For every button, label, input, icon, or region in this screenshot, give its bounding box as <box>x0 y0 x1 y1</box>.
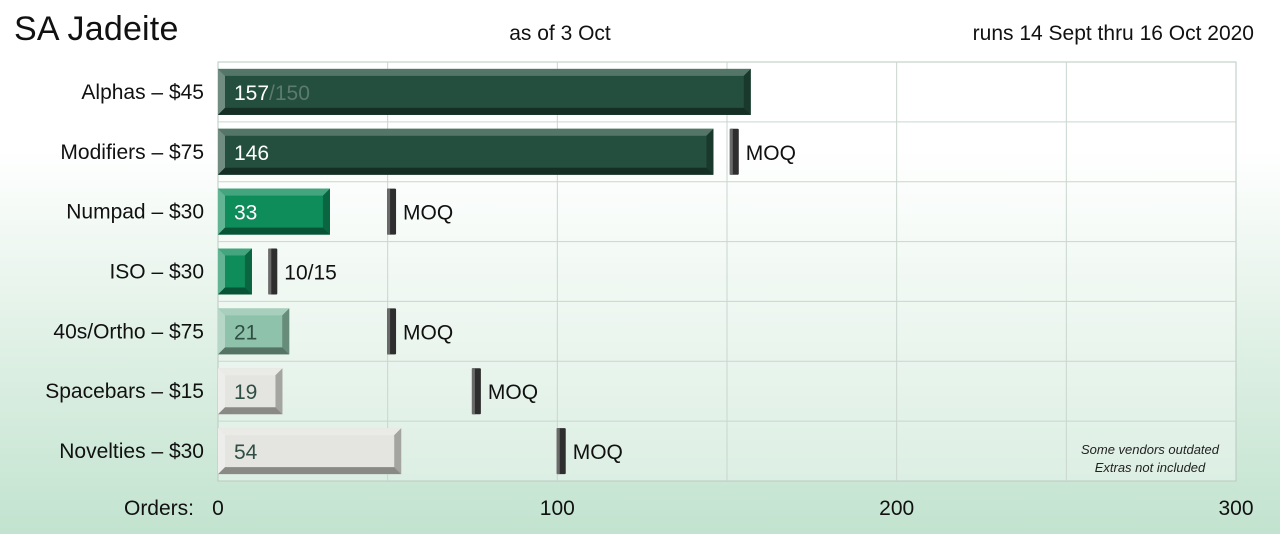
note-extras-not-included: Extras not included <box>1095 460 1206 475</box>
moq-marker-highlight <box>268 248 272 295</box>
x-axis-label: Orders: <box>124 497 194 520</box>
category-label: Numpad – $30 <box>66 201 204 224</box>
moq-marker-highlight <box>387 308 391 355</box>
bar-body <box>218 428 402 475</box>
bar-bevel-top <box>218 248 252 256</box>
bar-bevel-right <box>743 68 751 115</box>
bar-bevel-top <box>218 368 283 376</box>
bar-body <box>218 368 283 415</box>
bar-bevel-bottom <box>218 287 252 295</box>
category-label: 40s/Ortho – $75 <box>53 320 204 343</box>
bar <box>218 188 330 235</box>
bar-body <box>218 308 290 355</box>
bar-bevel-right <box>394 428 402 475</box>
bar-value-label: 146 <box>234 142 269 165</box>
bar <box>218 248 252 295</box>
bar <box>218 368 283 415</box>
bar-bevel-bottom <box>218 107 751 115</box>
bar-bevel-top <box>218 428 402 436</box>
bar-bevel-left <box>218 308 225 355</box>
moq-marker-highlight <box>556 428 560 475</box>
bar-bevel-right <box>244 248 252 295</box>
bar-body <box>218 68 751 115</box>
bar-body <box>218 188 330 235</box>
bar-bevel-right <box>275 368 283 415</box>
run-dates: runs 14 Sept thru 16 Oct 2020 <box>972 22 1254 45</box>
category-label: ISO – $30 <box>109 261 204 284</box>
bar <box>218 128 714 175</box>
bar-bevel-bottom <box>218 407 283 415</box>
moq-marker-highlight <box>471 368 475 415</box>
bar-bevel-top <box>218 308 290 316</box>
bar-body <box>218 128 714 175</box>
x-tick-label: 300 <box>1218 497 1253 520</box>
moq-label: MOQ <box>403 321 453 344</box>
x-tick-label: 100 <box>540 497 575 520</box>
as-of-date: as of 3 Oct <box>509 22 611 45</box>
bar-bevel-top <box>218 128 714 136</box>
bar-bevel-right <box>322 188 330 235</box>
bar-bevel-left <box>218 248 225 295</box>
bar-bevel-left <box>218 428 225 475</box>
bar-bevel-left <box>218 368 225 415</box>
moq-label: MOQ <box>488 381 538 404</box>
bar-value-label: 21 <box>234 321 257 344</box>
bar-value-label: 19 <box>234 381 257 404</box>
bar-bevel-left <box>218 188 225 235</box>
bar-value-target: /150 <box>269 82 310 105</box>
bar-bevel-left <box>218 128 225 175</box>
bar-bevel-bottom <box>218 467 402 475</box>
category-label: Alphas – $45 <box>81 81 204 104</box>
bar-bevel-bottom <box>218 167 714 175</box>
bar-value-label: 33 <box>234 202 257 225</box>
moq-label: MOQ <box>573 441 623 464</box>
bar-bevel-left <box>218 68 225 115</box>
moq-label: 10/15 <box>284 262 337 285</box>
category-label: Spacebars – $15 <box>45 380 204 403</box>
bar <box>218 428 402 475</box>
note-vendors-outdated: Some vendors outdated <box>1081 442 1220 457</box>
bar-bevel-top <box>218 188 330 196</box>
category-label: Novelties – $30 <box>59 440 204 463</box>
bar-bevel-right <box>282 308 290 355</box>
category-label: Modifiers – $75 <box>60 141 204 164</box>
bar <box>218 68 751 115</box>
bar <box>218 308 290 355</box>
chart-title: SA Jadeite <box>14 10 179 48</box>
x-tick-label: 0 <box>212 497 224 520</box>
bar-bevel-top <box>218 68 751 76</box>
bar-value-label: 54 <box>234 441 258 464</box>
moq-marker-highlight <box>387 188 391 235</box>
moq-marker-highlight <box>729 128 733 175</box>
x-tick-label: 200 <box>879 497 914 520</box>
bar-bevel-right <box>706 128 714 175</box>
moq-label: MOQ <box>746 142 796 165</box>
bar-bevel-bottom <box>218 347 290 355</box>
moq-label: MOQ <box>403 202 453 225</box>
bar-bevel-bottom <box>218 227 330 235</box>
bar-value-label: 157/150 <box>234 82 310 105</box>
